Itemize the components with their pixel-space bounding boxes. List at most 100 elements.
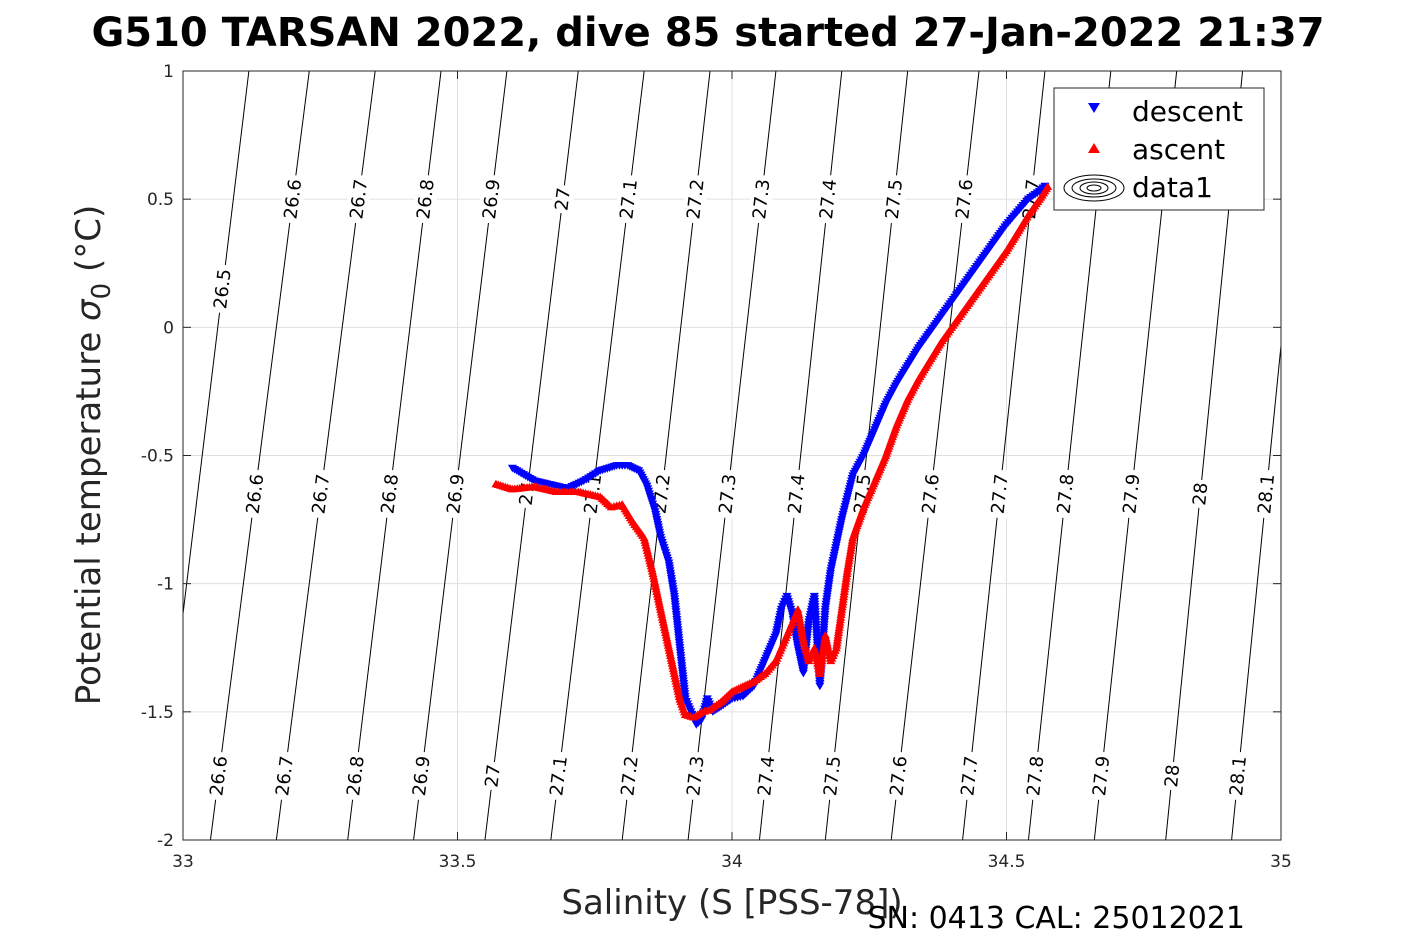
isopycnal-label: 27.6 (886, 755, 911, 797)
y-tick-label: -0.5 (141, 447, 174, 467)
isopycnal-label-bg (818, 750, 846, 801)
isopycnal-label-bg (544, 750, 573, 802)
isopycnal-label: 26.6 (242, 473, 268, 515)
x-tick-label: 34.5 (988, 852, 1026, 872)
isopycnal-label-bg (1224, 750, 1252, 801)
isopycnal-label: 27.5 (820, 755, 845, 797)
isopycnal-label-bg (950, 174, 979, 225)
isopycnal-label: 27.8 (1053, 473, 1078, 515)
isopycnal-line (1231, 340, 1281, 840)
serial-calibration-text: SN: 0413 CAL: 25012021 (867, 901, 1245, 936)
isopycnal-label-group: 27.6 (917, 468, 945, 520)
isopycnal-label-bg (375, 468, 404, 520)
isopycnal-label: 26.6 (206, 755, 232, 797)
isopycnal-labels: 26.6 26.7 26.8 26.9 27 27.1 27.2 27.3 27.4 27.5 27… (204, 173, 1280, 802)
isopycnal-label: 28 (1161, 764, 1184, 789)
isopycnal-label-group: 27.9 (1087, 750, 1115, 801)
isopycnal-label-bg (814, 174, 842, 225)
isopycnal-label-group: 27.3 (713, 468, 742, 520)
isopycnal-label: 26.8 (413, 178, 439, 220)
isopycnal-label-group: 27.4 (814, 174, 842, 225)
isopycnal-label-bg (240, 468, 269, 520)
legend-ascent-marker (1088, 143, 1100, 153)
isopycnal-label-bg (681, 750, 710, 802)
isopycnal-label: 28.1 (1226, 755, 1251, 797)
isopycnal-line (183, 71, 250, 618)
isopycnal-label: 26.5 (210, 268, 236, 310)
legend: descent ascent data1 (1053, 87, 1265, 211)
isopycnal-label-bg (407, 750, 436, 802)
isopycnal-label: 27.9 (1119, 473, 1144, 515)
isopycnal-label-bg (480, 760, 506, 792)
isopycnal-label-group: 28.1 (1252, 468, 1280, 519)
isopycnal-label-group: 26.9 (407, 750, 436, 802)
isopycnal-label: 27.6 (952, 178, 977, 220)
isopycnal-label: 27.3 (715, 473, 740, 515)
isopycnal-label-group: 26.6 (204, 750, 233, 802)
isopycnal-label-bg (783, 468, 811, 519)
isopycnal-label-bg (270, 750, 299, 802)
isopycnal-label-bg (341, 750, 370, 802)
isopycnal-label: 27.3 (749, 178, 774, 220)
isopycnal-label-bg (208, 263, 237, 315)
x-tick-label: 33.5 (439, 852, 477, 872)
isopycnal-label: 27.4 (784, 473, 809, 515)
isopycnal-label-bg (1159, 760, 1185, 791)
y-axis-label-subscript: 0 (87, 283, 117, 300)
isopycnal-label-bg (1021, 750, 1049, 801)
isopycnal-label-group: 27.2 (615, 750, 644, 802)
isopycnal-label-bg (681, 174, 710, 225)
isopycnal-label-group: 27 (550, 183, 576, 215)
x-tick-label: 33 (172, 852, 194, 872)
isopycnal-label-group: 26.7 (306, 468, 335, 520)
isopycnal-label-group: 27.1 (544, 750, 573, 802)
y-axis-label-unit: (°C) (69, 205, 109, 283)
isopycnal-label: 26.7 (308, 473, 334, 515)
isopycnal-label-bg (880, 174, 908, 225)
legend-box (1053, 87, 1265, 211)
legend-descent-marker (1088, 103, 1100, 113)
isopycnal-label: 27.7 (988, 473, 1013, 515)
isopycnal-label: 27 (551, 187, 575, 212)
isopycnal-label-bg (1087, 750, 1115, 801)
isopycnal-label-group: 26.8 (341, 750, 370, 802)
isopycnal-label-bg (1187, 478, 1213, 509)
legend-data1-contour-icon (1063, 174, 1125, 202)
isopycnal-label-group: 27.9 (1117, 468, 1145, 519)
ascent-marker (1043, 182, 1053, 190)
legend-descent-label: descent (1132, 95, 1243, 128)
isopycnal-label: 27.8 (1023, 755, 1048, 797)
legend-data1-label: data1 (1132, 171, 1213, 204)
chart-title: G510 TARSAN 2022, dive 85 started 27-Jan… (91, 10, 1324, 56)
isopycnal-label: 26.7 (272, 755, 298, 797)
isopycnal-label: 27.1 (616, 178, 642, 220)
isopycnal-label-bg (306, 468, 335, 520)
isopycnal-label-bg (884, 750, 913, 802)
isopycnal-label-group: 26.7 (270, 750, 299, 802)
isopycnal-label-group: 27.1 (614, 174, 643, 225)
isopycnal-label-group: 27.5 (818, 750, 846, 801)
isopycnal-label: 26.9 (443, 473, 469, 515)
isopycnal-label-group: 26.6 (278, 173, 307, 225)
descent-series (507, 182, 1050, 729)
isopycnal-label: 27.6 (919, 473, 944, 515)
isopycnal-label-bg (917, 468, 945, 520)
isopycnal-label-bg (477, 174, 506, 225)
isopycnal-label-bg (441, 468, 470, 520)
isopycnal-label-group: 28 (1159, 760, 1185, 791)
isopycnal-label: 26.8 (343, 755, 369, 797)
isopycnal-label-bg (550, 183, 576, 215)
isopycnal-label: 27.3 (683, 755, 708, 797)
y-tick-label: 0.5 (147, 190, 174, 210)
isopycnal-label-group: 27.8 (1021, 750, 1049, 801)
isopycnal-label: 27.1 (546, 755, 572, 797)
isopycnal-label-group: 26.6 (240, 468, 269, 520)
isopycnal-label-group: 26.5 (208, 263, 237, 315)
isopycnal-label-bg (955, 750, 983, 801)
isopycnal-label-bg (747, 174, 775, 225)
x-axis-label: Salinity (S [PSS-78]) (561, 883, 902, 923)
y-tick-label: -2 (157, 831, 174, 851)
isopycnal-label-bg (1117, 468, 1145, 519)
isopycnal-label: 28 (1189, 482, 1212, 507)
isopycnal-label-group: 27 (480, 760, 506, 792)
